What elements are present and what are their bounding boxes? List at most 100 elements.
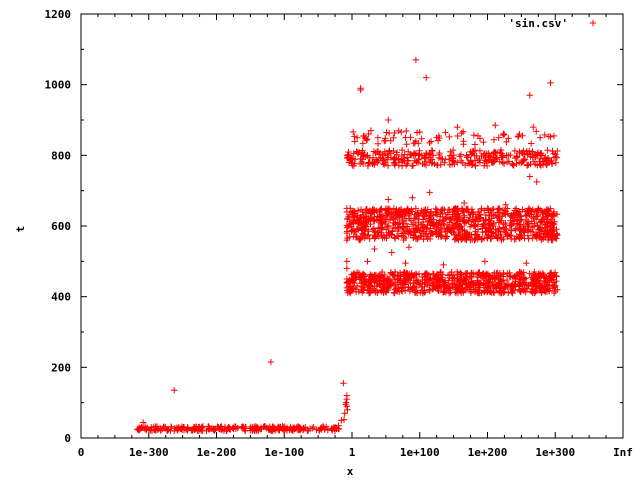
data-point (396, 206, 403, 214)
data-point (472, 162, 479, 169)
data-point (481, 271, 489, 279)
data-point (454, 123, 461, 131)
data-point (384, 206, 391, 213)
data-point (454, 206, 461, 214)
data-point (364, 136, 371, 143)
data-point (521, 275, 529, 282)
data-point (510, 162, 517, 169)
data-point (495, 231, 502, 239)
data-point (516, 275, 523, 283)
data-point (387, 137, 394, 144)
data-point (433, 134, 440, 141)
data-point (545, 210, 553, 218)
x-tick-label: 1e-100 (264, 446, 304, 459)
data-point (493, 149, 501, 157)
data-point (487, 225, 494, 232)
data-point (412, 150, 420, 157)
data-point (526, 270, 533, 277)
data-point (519, 132, 526, 139)
data-point (157, 427, 164, 434)
data-point (369, 154, 377, 161)
data-point (386, 231, 393, 238)
data-point (254, 427, 262, 435)
data-point (375, 151, 383, 158)
data-point (425, 286, 433, 293)
data-point (537, 271, 544, 279)
data-point (371, 206, 378, 214)
data-point (535, 205, 542, 212)
data-point (516, 268, 523, 276)
data-point (506, 272, 513, 279)
data-point (395, 127, 402, 135)
data-point (533, 152, 540, 159)
data-point (525, 227, 532, 234)
data-point (503, 158, 511, 166)
data-point (534, 222, 541, 230)
data-point (383, 226, 390, 233)
data-point (385, 116, 392, 124)
data-point (528, 218, 535, 225)
data-point (411, 211, 419, 218)
data-point (353, 216, 360, 223)
data-point (391, 268, 399, 276)
data-point (381, 148, 388, 155)
data-point (139, 419, 147, 426)
data-point (385, 222, 393, 230)
data-point (383, 234, 390, 242)
data-point (520, 274, 528, 281)
data-point (380, 284, 388, 292)
data-point (529, 223, 536, 231)
data-point (495, 219, 502, 226)
data-point (383, 129, 390, 136)
data-point (471, 152, 478, 160)
data-point (541, 131, 548, 139)
data-point (454, 286, 461, 293)
data-point (267, 358, 275, 366)
data-point (456, 153, 463, 160)
data-point (460, 199, 468, 207)
data-point (388, 281, 395, 288)
data-point (443, 283, 451, 291)
data-point (418, 135, 425, 142)
data-point (474, 289, 481, 296)
y-tick-label: 1000 (45, 79, 72, 92)
data-point (416, 150, 423, 158)
data-point (494, 235, 501, 242)
data-point (310, 423, 317, 431)
data-point (490, 136, 498, 144)
data-point (459, 128, 467, 135)
data-point (365, 227, 372, 235)
data-point (470, 222, 478, 229)
data-point (402, 210, 409, 217)
data-point (295, 423, 303, 431)
data-point (459, 206, 466, 214)
data-point (377, 279, 385, 287)
data-point (432, 273, 439, 281)
data-point (460, 141, 467, 148)
data-point (550, 231, 558, 239)
data-point (550, 132, 558, 140)
data-point (490, 158, 497, 166)
data-point (526, 92, 533, 99)
data-point (382, 210, 390, 218)
data-point (501, 131, 508, 138)
data-point (350, 277, 357, 284)
y-tick-label: 400 (51, 291, 71, 304)
data-point (378, 288, 385, 295)
data-point (516, 217, 523, 224)
data-point (371, 231, 378, 239)
data-point (357, 86, 364, 94)
data-point (428, 208, 435, 215)
data-point (353, 134, 361, 141)
data-point (488, 210, 495, 218)
data-point (423, 74, 430, 81)
data-point (512, 225, 520, 232)
x-tick-label: 1e+300 (535, 446, 575, 459)
data-point (550, 272, 558, 279)
data-point (439, 218, 446, 225)
data-point (378, 268, 386, 276)
data-point (384, 162, 392, 169)
data-point (505, 281, 512, 288)
data-point (381, 159, 389, 166)
data-point (450, 274, 458, 281)
